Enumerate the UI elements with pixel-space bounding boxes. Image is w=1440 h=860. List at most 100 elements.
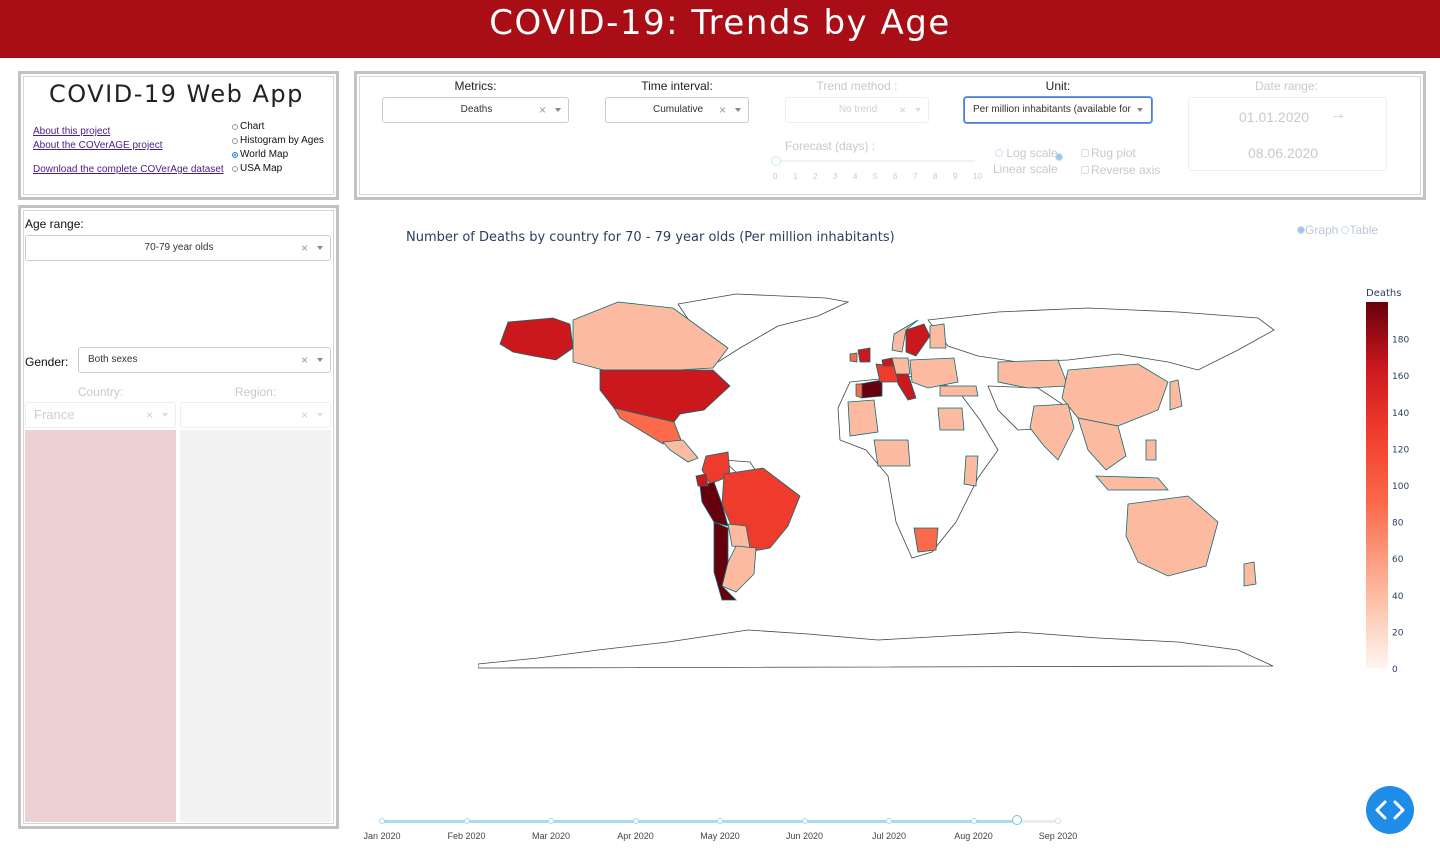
country-colombia[interactable] <box>701 451 731 485</box>
view-option-usa-map[interactable]: USA Map <box>232 163 282 174</box>
time-slider-dot[interactable] <box>970 818 977 824</box>
country-finland[interactable] <box>929 323 947 349</box>
download-dataset-link[interactable]: Download the complete COVerAge dataset <box>33 164 224 175</box>
unit-dropdown[interactable]: Per million inhabitants (available for <box>964 97 1152 123</box>
country-australia[interactable] <box>1125 495 1219 577</box>
end-date-input[interactable]: 08.06.2020 <box>1248 145 1319 161</box>
forecast-tick: 5 <box>873 172 878 181</box>
country-united-states[interactable] <box>599 369 731 423</box>
time-slider-dot[interactable] <box>548 818 554 824</box>
country-egypt[interactable] <box>937 407 965 431</box>
world-map[interactable] <box>478 290 1278 670</box>
colorbar-gradient <box>1366 302 1388 668</box>
metrics-dropdown[interactable]: Deaths × <box>382 97 569 123</box>
time-slider-dot[interactable] <box>379 818 385 824</box>
clear-icon[interactable]: × <box>301 408 309 422</box>
clear-icon[interactable]: × <box>301 241 309 255</box>
country-central-america[interactable] <box>662 439 699 463</box>
country-africa-north[interactable] <box>847 399 879 437</box>
code-toggle-button[interactable] <box>1366 786 1414 834</box>
colorbar-title: Deaths <box>1366 288 1401 299</box>
clear-icon[interactable]: × <box>301 353 309 367</box>
forecast-tick: 7 <box>913 172 918 181</box>
age-range-dropdown[interactable]: 70-79 year olds × <box>25 235 331 261</box>
forecast-slider-handle[interactable] <box>771 156 781 166</box>
time-slider-dot[interactable] <box>632 818 639 824</box>
map-title: Number of Deaths by country for 70 - 79 … <box>406 230 895 245</box>
table-option[interactable]: Table <box>1341 223 1378 237</box>
colorbar-tick-label: 100 <box>1392 482 1409 492</box>
time-slider-dot[interactable] <box>463 818 470 824</box>
country-japan[interactable] <box>1169 379 1183 411</box>
colorbar-tick-label: 140 <box>1392 409 1409 419</box>
region-list[interactable] <box>180 430 331 822</box>
about-project-link[interactable]: About this project <box>33 126 111 137</box>
date-range-picker[interactable]: 01.01.2020 → 08.06.2020 <box>1188 97 1387 171</box>
country-dropdown[interactable]: France × <box>25 402 176 428</box>
country-south-east-asia[interactable] <box>1077 417 1127 471</box>
time-interval-dropdown[interactable]: Cumulative × <box>605 97 749 123</box>
rug-plot-checkbox[interactable]: Rug plot <box>1081 146 1136 160</box>
colorbar-tick-label: 60 <box>1392 555 1404 565</box>
country-new-zealand[interactable] <box>1243 561 1257 587</box>
view-option-histogram[interactable]: Histogram by Ages <box>232 135 324 146</box>
clear-icon[interactable]: × <box>146 408 154 422</box>
country-central-asia[interactable] <box>997 359 1069 389</box>
country-eastern-europe[interactable] <box>909 357 959 389</box>
country-indonesia[interactable] <box>1095 475 1169 491</box>
gender-dropdown[interactable]: Both sexes × <box>78 347 331 373</box>
country-south-africa[interactable] <box>913 527 939 553</box>
about-coverage-link[interactable]: About the COVerAGE project <box>33 140 163 151</box>
country-alaska[interactable] <box>499 317 574 361</box>
time-slider-dot[interactable] <box>886 818 892 824</box>
time-slider-dot[interactable] <box>1055 818 1061 824</box>
chevron-down-icon <box>555 108 561 112</box>
radio-icon <box>232 165 238 172</box>
reverse-axis-checkbox[interactable]: Reverse axis <box>1081 163 1160 177</box>
country-philippines[interactable] <box>1145 439 1157 461</box>
view-option-world-map[interactable]: World Map <box>232 149 288 160</box>
metrics-label: Metrics: <box>454 79 497 93</box>
time-slider-dot[interactable] <box>717 818 723 824</box>
view-toggle[interactable]: Graph Table <box>1297 223 1378 237</box>
country-turkey[interactable] <box>939 385 979 397</box>
country-norway[interactable] <box>891 319 919 353</box>
country-list[interactable] <box>25 430 176 822</box>
log-scale-option[interactable]: Log scale <box>995 146 1058 160</box>
time-slider-handle[interactable] <box>1012 815 1023 825</box>
country-west-africa[interactable] <box>873 439 911 467</box>
time-slider-tick-label: Apr 2020 <box>617 831 654 841</box>
clear-icon[interactable]: × <box>719 103 727 117</box>
age-range-label: Age range: <box>25 217 84 231</box>
country-portugal[interactable] <box>855 383 863 399</box>
country-uk[interactable] <box>857 347 871 363</box>
country-sweden[interactable] <box>905 323 931 357</box>
country-canada[interactable] <box>572 301 729 371</box>
graph-option[interactable]: Graph <box>1297 223 1338 237</box>
country-chile[interactable] <box>713 521 737 601</box>
clear-icon: × <box>899 103 907 117</box>
start-date-input[interactable]: 01.01.2020 <box>1239 109 1310 125</box>
linear-scale-radio[interactable] <box>1055 150 1063 164</box>
russia <box>927 307 1275 371</box>
country-east-africa[interactable] <box>963 455 979 487</box>
clear-icon[interactable]: × <box>539 103 547 117</box>
time-slider-tick-label: Mar 2020 <box>531 831 571 841</box>
antarctica <box>478 629 1274 669</box>
time-slider-tick-label: Jan 2020 <box>363 831 401 841</box>
country-india[interactable] <box>1029 403 1075 461</box>
chevron-down-icon <box>735 108 741 112</box>
country-germany[interactable] <box>891 357 911 375</box>
colorbar-tick-label: 20 <box>1392 628 1404 638</box>
forecast-tick: 3 <box>833 172 838 181</box>
time-slider-tick-label: Jun 2020 <box>785 831 824 841</box>
region-dropdown[interactable]: × <box>180 402 331 428</box>
date-range-label: Date range: <box>1255 79 1318 93</box>
forecast-tick: 4 <box>853 172 858 181</box>
country-ecuador[interactable] <box>695 473 709 487</box>
view-option-chart[interactable]: Chart <box>232 121 264 132</box>
time-slider-dot[interactable] <box>801 818 808 824</box>
forecast-slider[interactable] <box>771 156 975 166</box>
country-china[interactable] <box>1061 363 1169 427</box>
country-ireland[interactable] <box>849 352 858 363</box>
